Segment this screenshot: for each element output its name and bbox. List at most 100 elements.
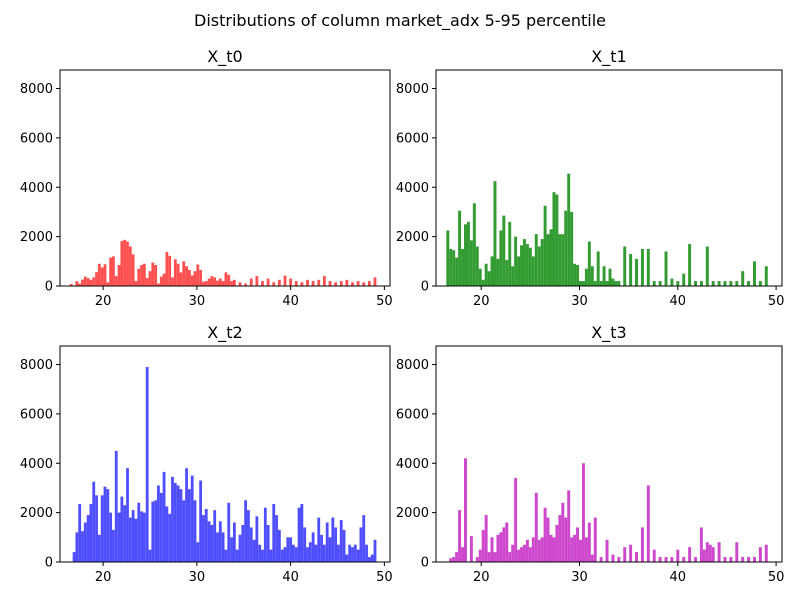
- histogram-bar: [224, 272, 228, 286]
- histogram-bar: [623, 547, 627, 562]
- histogram-bar: [511, 544, 515, 562]
- histogram-bar: [611, 278, 615, 286]
- histogram-bar: [272, 503, 276, 562]
- x-tick-label: 50: [376, 570, 393, 585]
- y-tick-label: 8000: [396, 82, 429, 97]
- y-tick-label: 6000: [20, 407, 53, 422]
- histogram-bar: [555, 194, 559, 286]
- histogram-bar: [159, 276, 163, 286]
- histogram-bar: [540, 239, 544, 286]
- histogram-bar: [478, 549, 482, 562]
- histogram-bar: [699, 281, 703, 286]
- histogram-bar: [100, 495, 104, 562]
- y-tick-label: 0: [421, 556, 429, 571]
- subplot-X_t3: 0 2000 4000 6000 8000 20 30 40 50 X_t3: [396, 323, 784, 585]
- histogram-bar: [508, 552, 512, 562]
- histogram-bar: [581, 463, 585, 562]
- y-tick-label: 6000: [396, 407, 429, 422]
- y-tick-label: 2000: [396, 230, 429, 245]
- histogram-bar: [131, 254, 135, 286]
- histogram-bar: [514, 478, 518, 562]
- histogram-bar: [190, 275, 194, 286]
- histogram-bar: [159, 492, 163, 562]
- histogram-bar: [78, 503, 82, 562]
- histogram-bar: [142, 512, 146, 562]
- histogram-bar: [300, 503, 304, 562]
- histogram-bar: [517, 549, 521, 562]
- histogram-bar: [537, 246, 541, 286]
- histogram-bar: [179, 489, 183, 562]
- histogram-bar: [581, 281, 585, 286]
- histogram-bar: [652, 281, 656, 286]
- histogram-bar: [83, 522, 87, 562]
- histogram-bar: [325, 522, 329, 562]
- histogram-bar: [522, 239, 526, 286]
- histogram-bar: [652, 549, 656, 562]
- histogram-bar: [75, 532, 79, 562]
- histogram-bar: [117, 265, 121, 286]
- histogram-bar: [464, 224, 467, 286]
- histogram-bar: [334, 527, 338, 562]
- histogram-bar: [196, 264, 200, 286]
- histogram-bar: [81, 279, 84, 286]
- histogram-bar: [449, 248, 453, 286]
- x-tick-label: 30: [571, 294, 588, 309]
- histogram-bar: [109, 512, 113, 562]
- histogram-bar: [89, 279, 93, 286]
- histogram-bar: [570, 537, 574, 562]
- histogram-bar: [92, 481, 96, 562]
- y-tick-label: 6000: [20, 131, 53, 146]
- histogram-bar: [461, 547, 465, 562]
- histogram-bar: [723, 557, 727, 562]
- y-tick-label: 2000: [20, 506, 53, 521]
- histogram-bar: [252, 539, 256, 562]
- histogram-bar: [629, 253, 633, 286]
- subplot-title: X_t1: [591, 47, 626, 67]
- histogram-bar: [353, 544, 357, 562]
- histogram-bar: [469, 240, 473, 286]
- histogram-bar: [345, 554, 349, 562]
- histogram-bar: [81, 531, 84, 562]
- histogram-bar: [232, 522, 236, 562]
- histogram-bar: [599, 281, 603, 286]
- histogram-bar: [351, 547, 354, 562]
- histogram-bar: [658, 281, 662, 286]
- histogram-bar: [573, 534, 577, 562]
- subplot-X_t1: 0 2000 4000 6000 8000 20 30 40 50 X_t1: [396, 47, 784, 309]
- histogram-bar: [75, 281, 79, 286]
- histogram-bar: [579, 539, 582, 562]
- histogram-bar: [157, 283, 160, 286]
- histogram-bar: [646, 485, 650, 562]
- histogram-bar: [283, 275, 287, 286]
- histogram-bar: [157, 485, 160, 562]
- histogram-bar: [69, 284, 73, 286]
- histogram-bar: [496, 258, 500, 286]
- histogram-bar: [525, 244, 529, 286]
- histogram-bar: [546, 517, 550, 562]
- histogram-bar: [531, 256, 535, 286]
- histogram-bar: [100, 267, 104, 286]
- histogram-bar: [567, 490, 571, 562]
- histogram-bar: [187, 269, 191, 286]
- histogram-bar: [286, 537, 290, 562]
- histogram-bar: [196, 542, 200, 562]
- histogram-bar: [78, 283, 82, 286]
- histogram-bar: [561, 502, 565, 562]
- histogram-bar: [173, 259, 177, 286]
- histogram-bar: [373, 277, 377, 286]
- histogram-bar: [646, 248, 650, 286]
- histogram-bar: [244, 500, 248, 562]
- histogram-bar: [466, 221, 470, 286]
- histogram-bar: [165, 251, 169, 286]
- histogram-bar: [534, 234, 538, 286]
- histogram-bar: [579, 281, 582, 286]
- histogram-bar: [576, 527, 580, 562]
- histogram-bar: [176, 485, 180, 562]
- subplot-title: X_t2: [207, 323, 242, 343]
- histogram-bar: [764, 266, 768, 286]
- histogram-bar: [154, 500, 158, 562]
- histogram-bar: [171, 476, 174, 562]
- histogram-bar: [735, 542, 739, 562]
- histogram-bar: [261, 549, 264, 562]
- histogram-bar: [617, 281, 621, 286]
